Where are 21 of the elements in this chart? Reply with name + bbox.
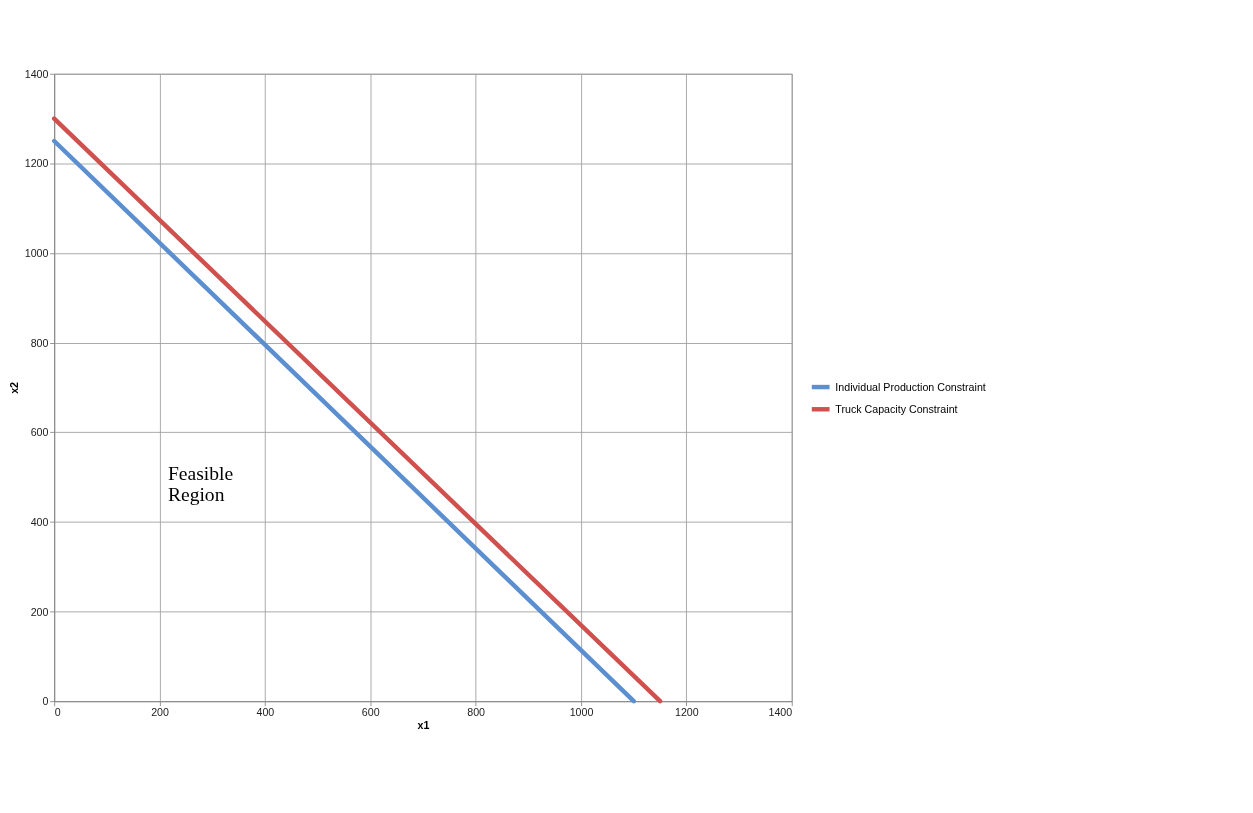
y-tick-label: 1400 — [24, 67, 49, 80]
x-tick-label: 400 — [256, 705, 275, 718]
y-tick-label: 600 — [30, 426, 49, 439]
annotation: Feasible Region — [167, 462, 234, 506]
y-tick-label: 400 — [30, 515, 49, 528]
y-tick-label: 1000 — [24, 247, 49, 260]
y-tick-label: 200 — [30, 605, 49, 618]
legend-label: Individual Production Constraint — [835, 380, 986, 393]
legend-label: Truck Capacity Constraint — [835, 402, 958, 415]
x-tick-label: 0 — [54, 705, 61, 718]
y-tick-label: 0 — [42, 695, 49, 708]
y-tick-label: 800 — [30, 336, 49, 349]
x-tick-label: 600 — [361, 705, 380, 718]
x-tick-label: 800 — [467, 705, 486, 718]
y-axis-title: x2 — [8, 381, 21, 394]
x-tick-label: 200 — [151, 705, 169, 718]
x-tick-label: 1200 — [675, 705, 699, 718]
x-axis-title: x1 — [417, 719, 430, 732]
x-tick-label: 1000 — [569, 705, 594, 718]
x-tick-label: 1400 — [768, 705, 793, 718]
y-tick-label: 1200 — [24, 157, 49, 170]
